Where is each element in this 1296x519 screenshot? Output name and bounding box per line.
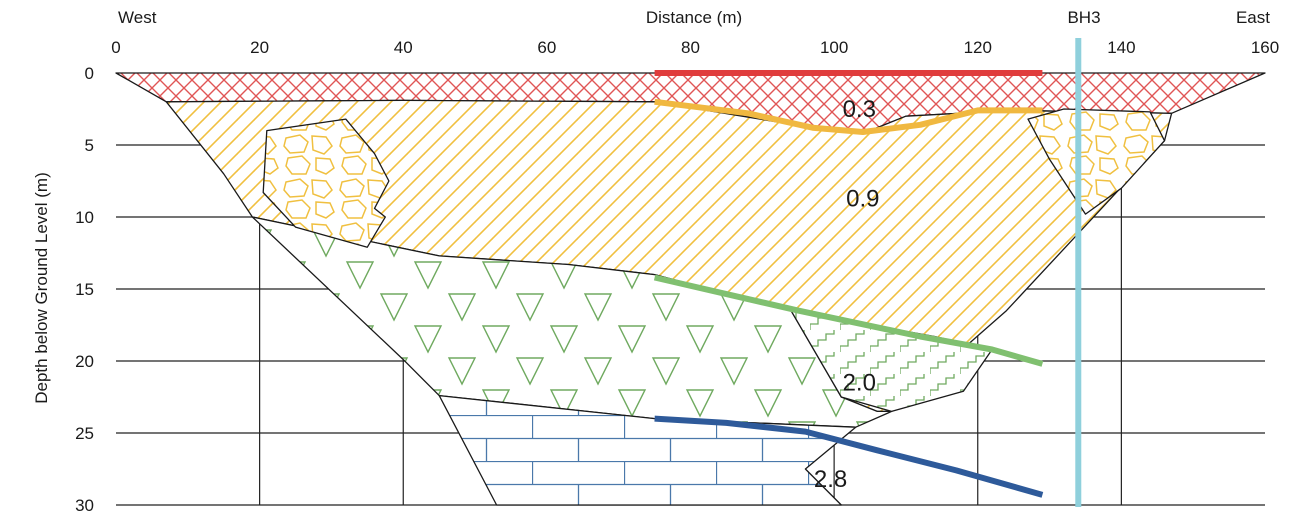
y-tick-5: 5 [85, 136, 94, 155]
x-tick-140: 140 [1107, 38, 1135, 57]
annotations: 0.3 0.9 2.0 2.8 [814, 96, 880, 493]
annotation-2.0: 2.0 [843, 370, 876, 397]
x-tick-80: 80 [681, 38, 700, 57]
x-tick-20: 20 [250, 38, 269, 57]
line-2.0 [653, 274, 1044, 367]
x-tick-0: 0 [111, 38, 120, 57]
annotation-0.3: 0.3 [843, 96, 876, 123]
y-axis: 0 5 10 15 20 25 30 [75, 64, 94, 515]
y-tick-10: 10 [75, 208, 94, 227]
survey-lines [653, 70, 1044, 498]
borehole-label: BH3 [1067, 8, 1100, 27]
y-tick-20: 20 [75, 352, 94, 371]
line-0.9 [654, 98, 1043, 135]
y-tick-0: 0 [85, 64, 94, 83]
x-tick-160: 160 [1251, 38, 1279, 57]
borehole [1075, 38, 1082, 507]
x-tick-100: 100 [820, 38, 848, 57]
west-label: West [118, 8, 157, 27]
y-axis-title: Depth below Ground Level (m) [32, 172, 51, 404]
x-tick-40: 40 [394, 38, 413, 57]
axis-labels: Distance (m) West East BH3 Depth below G… [32, 8, 1270, 404]
annotation-0.9: 0.9 [846, 185, 879, 212]
line-2.8 [654, 415, 1044, 498]
y-tick-15: 15 [75, 280, 94, 299]
borehole-line [1075, 38, 1082, 507]
y-tick-30: 30 [75, 496, 94, 515]
boulder-lens-west [262, 118, 390, 248]
step-lens [790, 309, 993, 413]
annotation-2.8: 2.8 [814, 466, 847, 493]
x-axis-title: Distance (m) [646, 8, 742, 27]
inclusions [262, 108, 1166, 413]
x-tick-60: 60 [537, 38, 556, 57]
east-label: East [1236, 8, 1270, 27]
geological-layers [115, 72, 1266, 506]
x-axis: 0 20 40 60 80 100 120 140 160 [111, 38, 1279, 57]
x-tick-120: 120 [964, 38, 992, 57]
y-tick-25: 25 [75, 424, 94, 443]
